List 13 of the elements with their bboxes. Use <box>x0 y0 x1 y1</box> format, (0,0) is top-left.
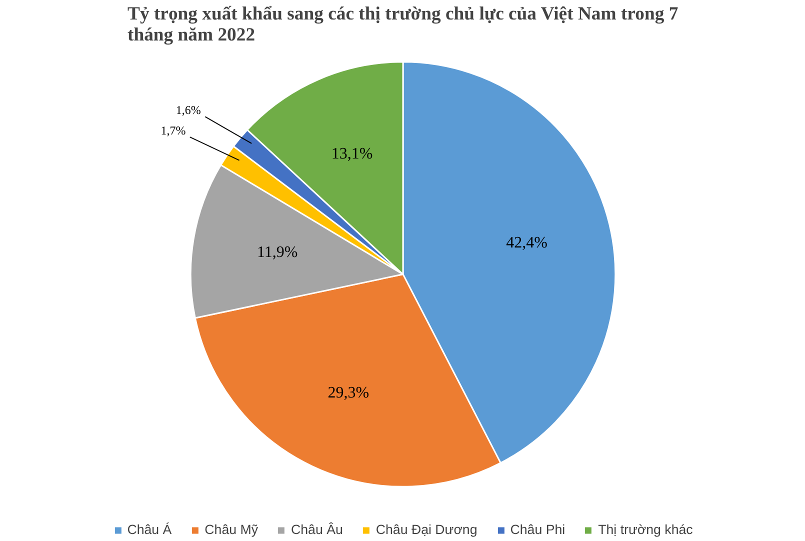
legend-label: Châu Phi <box>510 522 566 537</box>
legend-label: Thị trường khác <box>598 522 693 537</box>
data-label: 1,7% <box>160 123 186 138</box>
data-label: 42,4% <box>506 234 548 252</box>
legend-label: Châu Mỹ <box>204 522 258 537</box>
legend-label: Châu Âu <box>291 522 343 537</box>
legend-label: Châu Á <box>127 522 172 537</box>
legend-label: Châu Đại Dương <box>376 522 478 537</box>
data-label: 1,6% <box>176 103 201 118</box>
data-label: 29,3% <box>328 384 370 402</box>
data-label: 11,9% <box>256 244 298 262</box>
chart-title: Tỷ trọng xuất khẩu sang các thị trường chủ lực của Việt Nam trong 7 tháng năm 2022 <box>128 4 678 46</box>
data-label: 13,1% <box>331 145 373 162</box>
